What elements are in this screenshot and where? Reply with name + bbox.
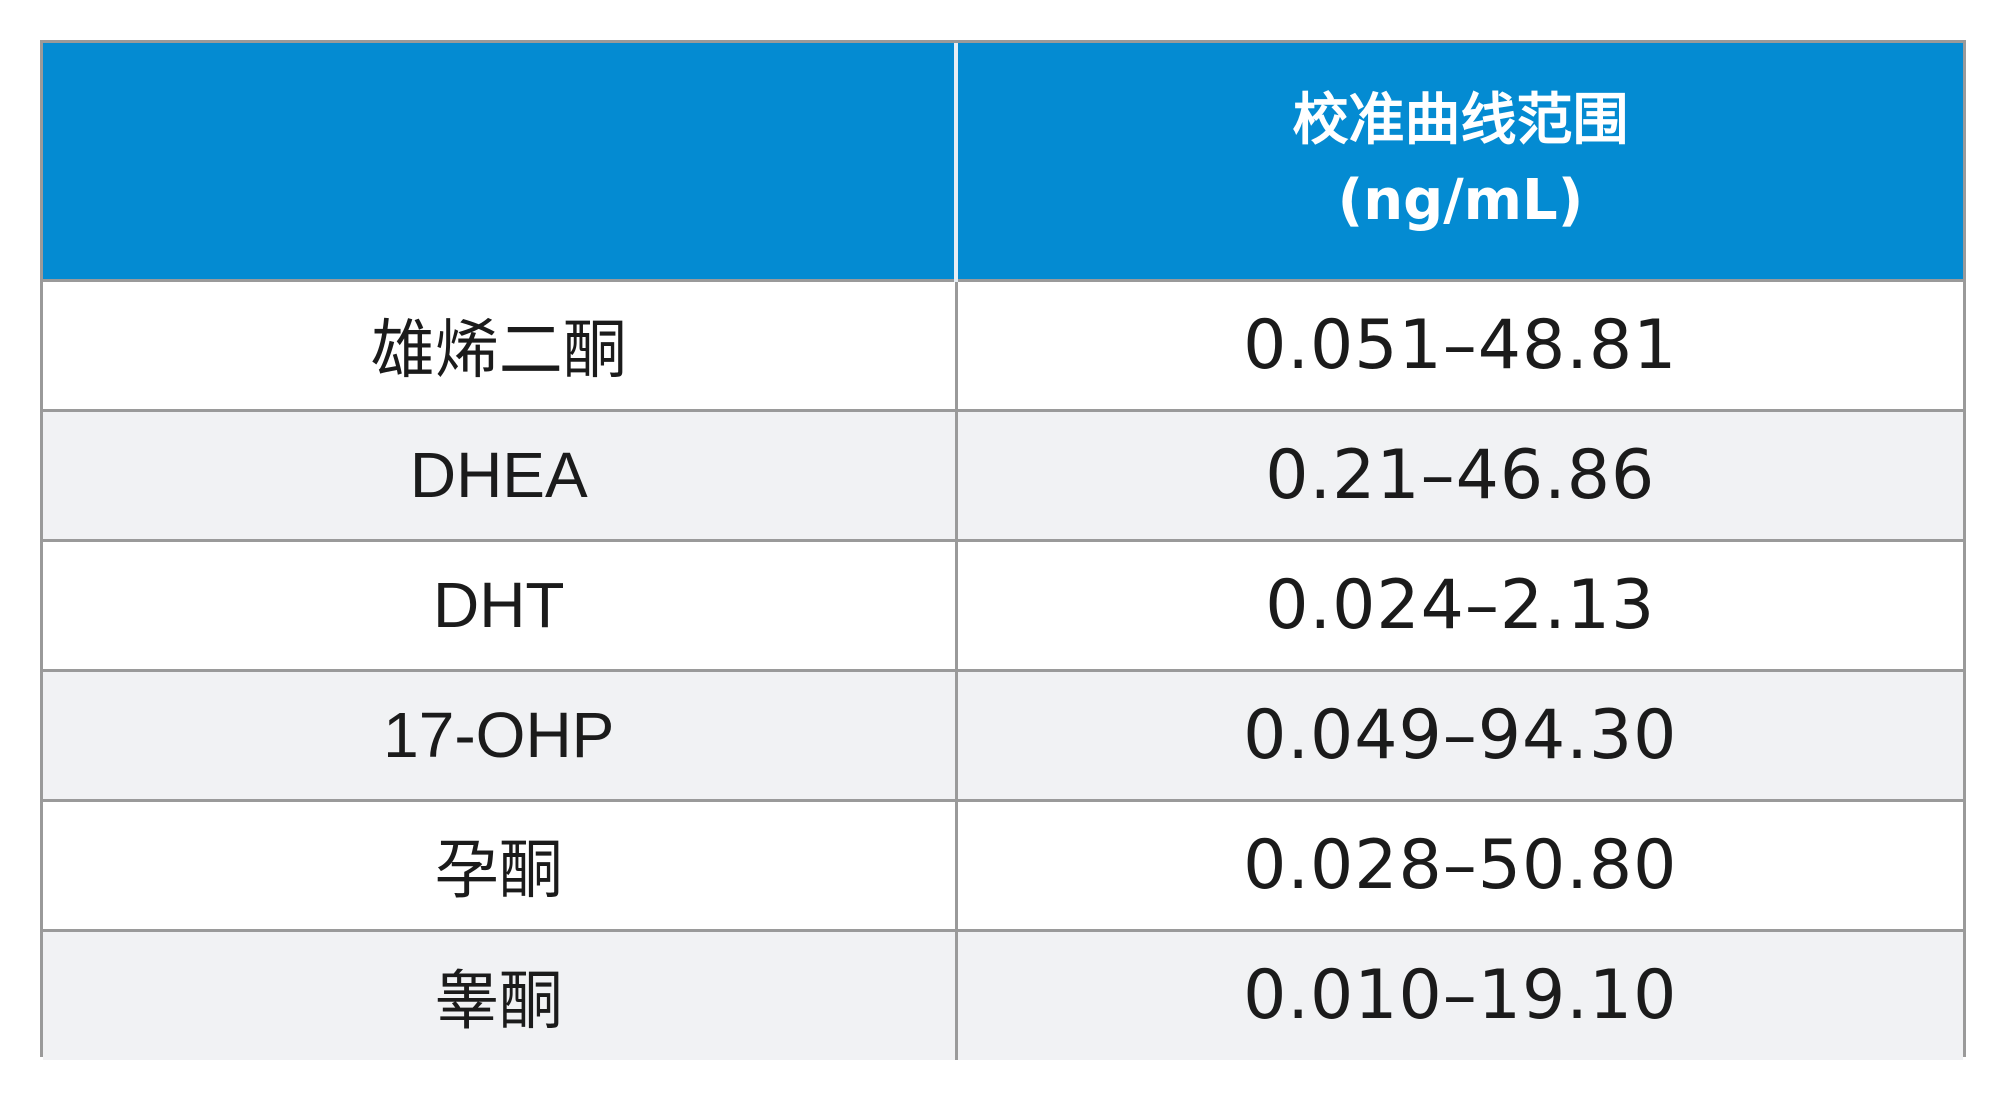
table-header: 校准曲线范围 (ng/mL) (43, 43, 1963, 280)
analyte-name-cell: DHT (43, 538, 958, 670)
table-row: DHEA 0.21–46.86 (43, 408, 1963, 540)
table-row: 睾酮 0.010–19.10 (43, 928, 1963, 1060)
range-value-cell: 0.21–46.86 (956, 408, 1963, 540)
table-row: 17-OHP 0.049–94.30 (43, 668, 1963, 800)
range-value-cell: 0.051–48.81 (956, 278, 1963, 410)
header-row: 校准曲线范围 (ng/mL) (43, 43, 1963, 280)
calibration-table: 校准曲线范围 (ng/mL) 雄烯二酮 0.051–48.81 DHEA 0.2… (40, 40, 1966, 1060)
header-cell-analyte (43, 43, 958, 280)
analyte-name-cell: 17-OHP (43, 668, 958, 800)
range-value-cell: 0.024–2.13 (956, 538, 1963, 670)
table-row: DHT 0.024–2.13 (43, 538, 1963, 670)
analyte-name-cell: 雄烯二酮 (43, 278, 958, 410)
header-unit: (ng/mL) (1337, 167, 1584, 233)
analyte-name-cell: DHEA (43, 408, 958, 540)
analyte-name-cell: 睾酮 (43, 928, 958, 1060)
header-cell-calibration-range: 校准曲线范围 (ng/mL) (956, 43, 1963, 280)
analyte-name-cell: 孕酮 (43, 798, 958, 930)
table-row: 孕酮 0.028–50.80 (43, 798, 1963, 930)
calibration-range-table: 校准曲线范围 (ng/mL) 雄烯二酮 0.051–48.81 DHEA 0.2… (43, 43, 1963, 1060)
range-value-cell: 0.010–19.10 (956, 928, 1963, 1060)
range-value-cell: 0.028–50.80 (956, 798, 1963, 930)
table-row: 雄烯二酮 0.051–48.81 (43, 278, 1963, 410)
table-body: 雄烯二酮 0.051–48.81 DHEA 0.21–46.86 DHT 0.0… (43, 278, 1963, 1060)
range-value-cell: 0.049–94.30 (956, 668, 1963, 800)
header-title: 校准曲线范围 (1292, 88, 1629, 154)
